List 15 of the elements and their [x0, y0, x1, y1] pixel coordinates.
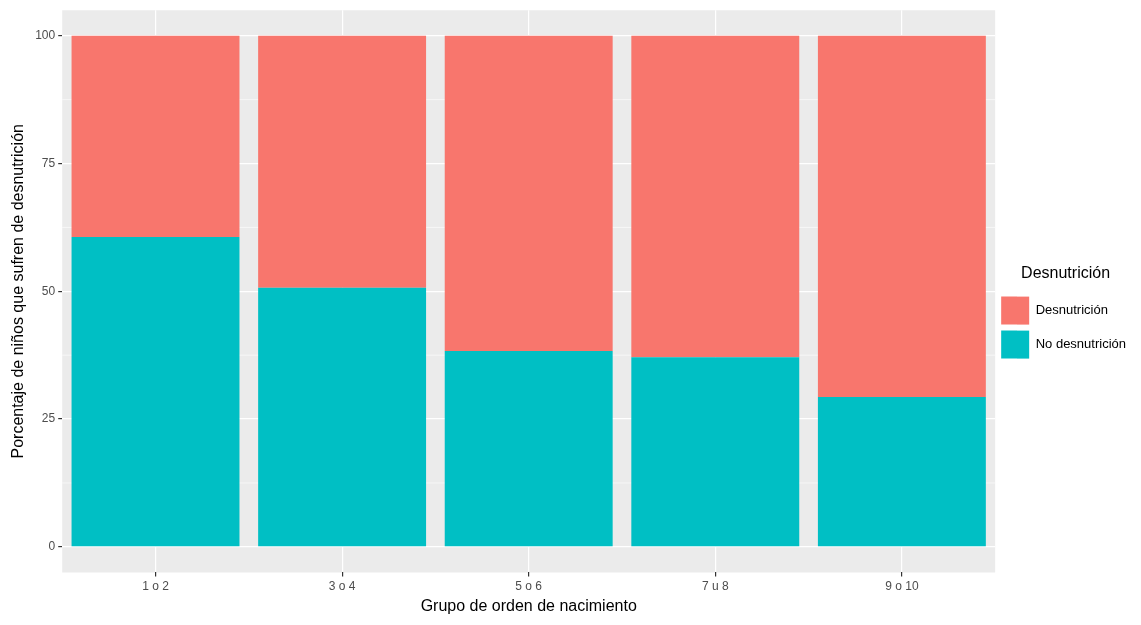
- x-tick-label: 7 u 8: [701, 578, 729, 593]
- y-tick-label: 0: [48, 539, 56, 554]
- y-tick-label: 75: [41, 155, 56, 170]
- x-tick-label: 1 o 2: [142, 578, 170, 593]
- x-tick-label: 9 o 10: [885, 578, 919, 593]
- y-axis-title: Porcentaje de niños que sufren de desnutrición: [9, 124, 27, 459]
- legend-label: Desnutrición: [1035, 302, 1108, 318]
- legend-label: No desnutrición: [1035, 336, 1126, 352]
- x-axis-title: Grupo de orden de nacimiento: [420, 596, 637, 614]
- x-tick-label: 3 o 4: [328, 578, 356, 593]
- x-tick-label: 5 o 6: [515, 578, 543, 593]
- y-tick-label: 100: [35, 28, 56, 43]
- y-tick-label: 50: [41, 283, 56, 298]
- legend-title: Desnutrición: [1021, 263, 1111, 281]
- y-tick-label: 25: [41, 411, 56, 426]
